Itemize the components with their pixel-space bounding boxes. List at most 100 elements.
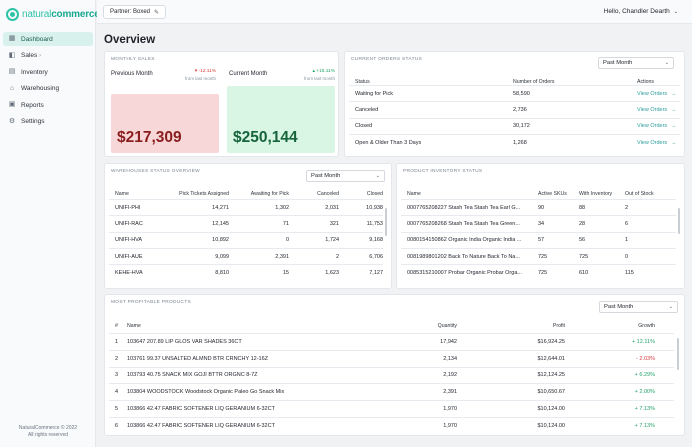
previous-change: ▾ -12.11% <box>194 69 216 74</box>
table-cell: 88 <box>579 204 586 211</box>
brand-logo[interactable]: naturalcommerce <box>6 8 100 21</box>
table-cell: 11,753 <box>366 220 383 227</box>
table-cell: 0081989801202 Back To Nature Back To Na.… <box>407 253 520 260</box>
table-cell: $10,124.00 <box>537 406 565 413</box>
table-row[interactable]: 5 103866 42.47 FABRIC SOFTENER LIQ GERANI… <box>109 400 674 417</box>
scrollbar[interactable] <box>678 208 680 234</box>
column-header[interactable]: Name <box>127 323 141 329</box>
user-greeting: Hello, Chandler Dearth <box>603 8 670 15</box>
view-orders-link[interactable]: View Orders <box>637 123 668 130</box>
table-cell: 7,127 <box>369 269 383 276</box>
table-row[interactable]: Waiting for Pick 58,590 View Orders → <box>349 85 680 101</box>
column-header[interactable]: Number of Orders <box>513 79 555 85</box>
column-header[interactable]: Canceled <box>317 191 339 197</box>
warehouses-table: Name Pick Tickets Assigned Awaiting for Pi… <box>109 188 383 288</box>
warehouses-period-select[interactable]: Past Month ⌄ <box>306 170 385 182</box>
scrollbar[interactable] <box>677 338 679 370</box>
sidebar-item-sales[interactable]: ◧ Sales › <box>3 49 93 63</box>
table-cell: 103761 99.37 UNSALTED ALMND BTR CRNCHY 1… <box>127 355 269 362</box>
table-row[interactable]: UNIFI-AUE 9,099 2,391 2 6,706 <box>109 247 383 264</box>
profitable-period-select[interactable]: Past Month ⌄ <box>599 301 678 313</box>
table-row[interactable]: 2 103761 99.37 UNSALTED ALMND BTR CRNCHY … <box>109 349 674 367</box>
table-row[interactable]: 0007765208227 Stash Tea Stash Tea Earl G… <box>401 199 676 215</box>
table-row[interactable]: UNIFI-RAC 12,145 71 321 11,753 <box>109 215 383 231</box>
table-cell: 56 <box>579 237 586 244</box>
sidebar-item-label: Sales <box>21 52 38 59</box>
column-header[interactable]: Profit <box>552 323 565 329</box>
view-orders-link[interactable]: View Orders <box>637 106 668 113</box>
column-header[interactable]: Growth <box>638 323 655 329</box>
table-cell: 1 <box>625 237 629 244</box>
scrollbar[interactable] <box>385 208 387 236</box>
column-header[interactable]: Out of Stock <box>625 191 654 197</box>
select-value: Past Month <box>603 60 633 66</box>
card-title: Warehouses Status Overview <box>111 169 200 174</box>
table-row[interactable]: 3 103793 40.75 SNACK MIX GOJI BTTR ORGNC … <box>109 366 674 384</box>
table-cell: + 12.11% <box>632 338 655 345</box>
logo-icon <box>6 8 19 21</box>
column-header[interactable]: Actions <box>637 79 655 85</box>
sidebar-item-dashboard[interactable]: ▦ Dashboard <box>3 32 93 46</box>
view-orders-link[interactable]: View Orders <box>637 139 668 146</box>
column-header[interactable]: Pick Tickets Assigned <box>179 191 229 197</box>
column-header[interactable]: Active SKUs <box>538 191 567 197</box>
table-cell: 6 <box>115 422 119 429</box>
card-title: Current Orders Status <box>351 57 423 62</box>
table-row[interactable]: 0085315210007 Probar Organic Probar Orga… <box>401 264 676 280</box>
column-header[interactable]: Name <box>115 191 129 197</box>
select-value: Past Month <box>311 173 341 179</box>
chevron-down-icon: ⌄ <box>664 60 669 66</box>
edit-icon[interactable]: ✎ <box>154 9 160 16</box>
table-cell: 115 <box>625 269 634 276</box>
arrow-right-icon[interactable]: → <box>671 106 677 113</box>
sidebar-item-settings[interactable]: ⚙ Settings <box>3 115 93 129</box>
copyright-line: All rights reserved <box>27 432 68 438</box>
table-cell: 103804 WOODSTOCK Woodstock Organic Paleo… <box>127 389 285 396</box>
table-cell: 0085315210007 Probar Organic Probar Orga… <box>407 269 522 276</box>
table-row[interactable]: Canceled 2,736 View Orders → <box>349 101 680 117</box>
arrow-right-icon[interactable]: → <box>671 90 677 97</box>
table-header: Name Pick Tickets Assigned Awaiting for Pi… <box>109 188 383 199</box>
column-header[interactable]: Closed <box>366 191 383 197</box>
table-row[interactable]: 0007765208268 Stash Tea Stash Tea Green.… <box>401 215 676 231</box>
column-header[interactable]: Quantity <box>437 323 457 329</box>
table-row[interactable]: Closed 30,172 View Orders → <box>349 117 680 134</box>
table-header: Status Number of Orders Actions <box>349 76 680 85</box>
table-cell: 0 <box>625 253 629 260</box>
reports-icon: ▣ <box>8 101 16 108</box>
sidebar: naturalcommerce ▦ Dashboard ◧ Sales › ▤ Invent… <box>0 0 100 447</box>
chevron-right-icon: › <box>39 52 41 59</box>
table-cell: KEHE-HVA <box>115 269 143 276</box>
table-row[interactable]: 0080154150862 Organic India Organic Indi… <box>401 231 676 248</box>
table-row[interactable]: Open & Older Than 3 Days 1,268 View Orders… <box>349 133 680 150</box>
table-cell: + 6.29% <box>634 372 655 379</box>
column-header[interactable]: Name <box>407 191 421 197</box>
partner-selector[interactable]: Partner: Boxed ✎ <box>103 5 167 19</box>
column-header[interactable]: # <box>115 323 118 329</box>
sidebar-item-inventory[interactable]: ▤ Inventory › <box>3 65 93 79</box>
table-row[interactable]: 4 103804 WOODSTOCK Woodstock Organic Pale… <box>109 383 674 400</box>
sidebar-item-label: Settings <box>21 118 45 125</box>
sidebar-item-reports[interactable]: ▣ Reports <box>3 98 93 112</box>
table-row[interactable]: 6 103866 42.47 FABRIC SOFTENER LIQ GERANI… <box>109 417 674 434</box>
sidebar-item-label: Reports <box>21 101 44 109</box>
column-header[interactable]: Status <box>355 79 370 85</box>
table-cell: 1 <box>115 338 119 345</box>
table-row[interactable]: KEHE-HVA 8,810 15 1,623 7,127 <box>109 264 383 280</box>
table-cell: 1,302 <box>275 204 289 211</box>
orders-status-card: Current Orders Status Past Month ⌄ Status… <box>344 51 685 157</box>
user-menu[interactable]: Hello, Chandler Dearth ⌄ <box>604 8 678 15</box>
sidebar-item-warehousing[interactable]: ⌂ Warehousing › <box>3 82 93 96</box>
arrow-right-icon[interactable]: → <box>671 123 677 130</box>
orders-period-select[interactable]: Past Month ⌄ <box>598 57 674 69</box>
page-title: Overview <box>104 34 156 46</box>
table-row[interactable]: UNIFI-HVA 10,892 0 1,724 9,168 <box>109 231 383 248</box>
view-orders-link[interactable]: View Orders <box>637 90 668 97</box>
table-row[interactable]: 1 103647 207.89 LIP GLOS VAR SHADES 36CT 1… <box>109 333 674 350</box>
table-row[interactable]: UNIFI-PHI 14,271 1,302 2,031 10,938 <box>109 199 383 215</box>
table-row[interactable]: 0081989801202 Back To Nature Back To Na.… <box>401 247 676 264</box>
column-header[interactable]: With Inventory <box>579 191 613 197</box>
arrow-right-icon[interactable]: → <box>671 139 677 146</box>
table-cell: UNIFI-AUE <box>115 253 143 260</box>
column-header[interactable]: Awaiting for Pick <box>250 191 289 197</box>
